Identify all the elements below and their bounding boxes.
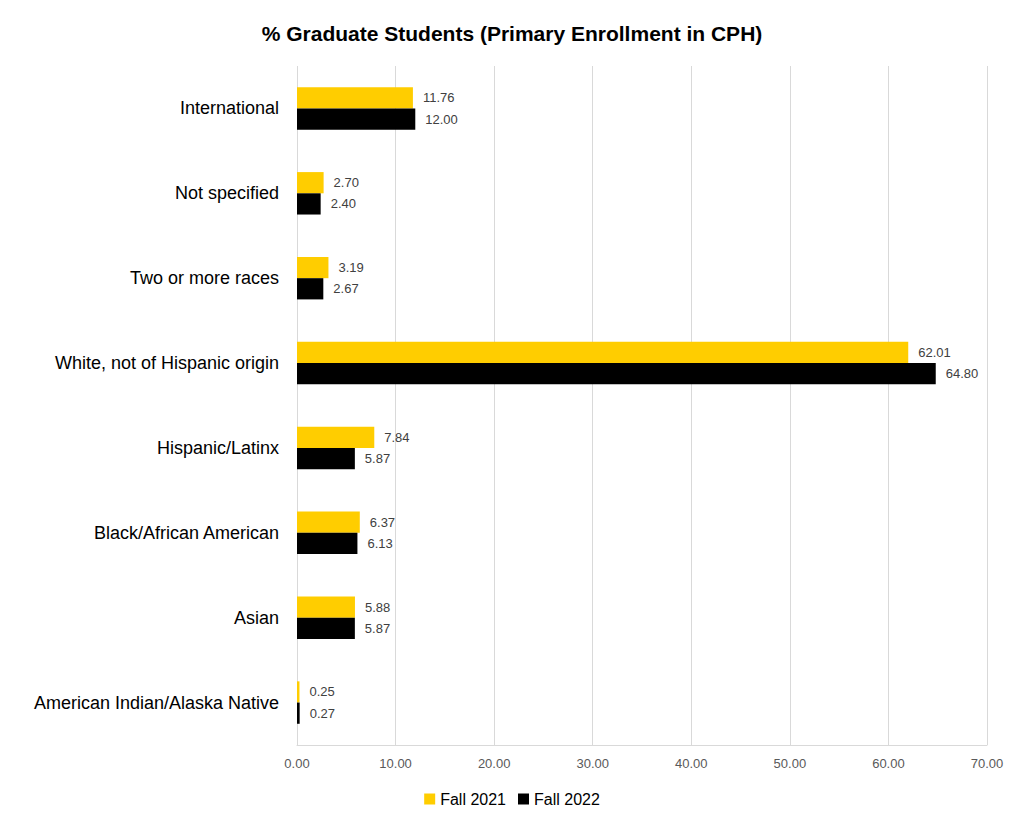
svg-text:64.80: 64.80 [946,366,979,381]
svg-text:70.00: 70.00 [971,756,1004,771]
svg-text:0.27: 0.27 [310,706,335,721]
svg-text:5.87: 5.87 [365,621,390,636]
svg-text:12.00: 12.00 [425,112,458,127]
svg-text:Black/African American: Black/African American [94,523,279,543]
svg-text:60.00: 60.00 [872,756,905,771]
svg-text:Fall 2022: Fall 2022 [534,791,600,808]
svg-text:2.70: 2.70 [334,175,359,190]
svg-text:10.00: 10.00 [379,756,412,771]
svg-text:White, not of Hispanic origin: White, not of Hispanic origin [55,353,279,373]
svg-text:Two or more races: Two or more races [130,268,279,288]
svg-text:5.87: 5.87 [365,451,390,466]
svg-text:62.01: 62.01 [918,345,951,360]
svg-text:International: International [180,98,279,118]
svg-text:11.76: 11.76 [423,90,455,105]
svg-text:0.00: 0.00 [284,756,309,771]
svg-text:% Graduate Students (Primary E: % Graduate Students (Primary Enrollment … [262,22,763,45]
svg-text:6.37: 6.37 [370,515,395,530]
svg-text:7.84: 7.84 [384,430,409,445]
svg-text:American Indian/Alaska Native: American Indian/Alaska Native [34,693,279,713]
svg-text:6.13: 6.13 [367,536,392,551]
svg-text:Not specified: Not specified [175,183,279,203]
svg-text:Hispanic/Latinx: Hispanic/Latinx [157,438,279,458]
svg-text:Asian: Asian [234,608,279,628]
svg-text:0.25: 0.25 [309,684,334,699]
svg-text:Fall 2021: Fall 2021 [440,791,506,808]
svg-text:2.40: 2.40 [331,196,356,211]
svg-text:30.00: 30.00 [576,756,609,771]
svg-text:2.67: 2.67 [333,281,358,296]
svg-text:40.00: 40.00 [675,756,708,771]
svg-text:3.19: 3.19 [338,260,363,275]
svg-text:20.00: 20.00 [478,756,511,771]
svg-text:50.00: 50.00 [774,756,807,771]
svg-text:5.88: 5.88 [365,600,390,615]
